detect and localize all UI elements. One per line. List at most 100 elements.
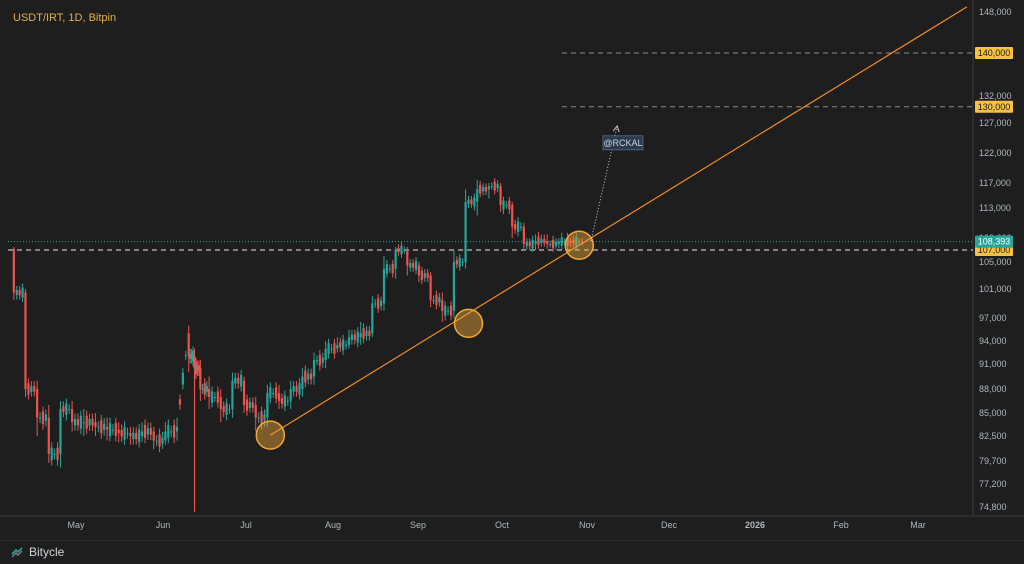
candle-body — [406, 250, 409, 266]
candle-body — [97, 426, 100, 428]
candle-body — [470, 199, 473, 204]
x-tick-label: Jul — [240, 520, 252, 530]
candle-body — [41, 411, 45, 425]
candle-body — [473, 197, 476, 207]
candle-body — [117, 429, 120, 434]
candle-body — [549, 244, 552, 245]
candle-body — [161, 437, 164, 444]
x-tick-label: Aug — [325, 520, 341, 530]
y-tick-label: 77,200 — [979, 479, 1007, 489]
candle-body — [449, 305, 453, 316]
y-tick-label: 105,000 — [979, 257, 1012, 267]
candle-body — [140, 431, 144, 436]
candle-body — [403, 250, 406, 251]
candle-body — [554, 241, 558, 247]
candle-body — [307, 373, 310, 380]
candle-body — [310, 373, 313, 380]
candle-body — [108, 423, 112, 436]
candle-body — [476, 189, 479, 202]
candle-body — [126, 433, 129, 435]
candle-body — [581, 241, 584, 243]
candle-body — [167, 424, 170, 438]
candle-body — [208, 389, 211, 397]
last-price-label: 108,393 — [978, 237, 1011, 247]
candle-body — [412, 263, 415, 268]
candle-body — [114, 423, 117, 436]
candle-body — [105, 426, 109, 430]
y-tick-label: 127,000 — [979, 118, 1012, 128]
candle-body — [525, 241, 528, 247]
y-tick-label: 148,000 — [979, 7, 1012, 17]
candle-body — [59, 409, 62, 454]
candlestick-chart[interactable]: 148,000 140,000 132,000 127,000 122,000 117,0… — [0, 0, 1024, 540]
candle-body — [508, 200, 511, 210]
candle-body — [38, 417, 42, 419]
candle-body — [569, 241, 572, 243]
bitycle-logo-icon — [11, 547, 23, 558]
chart-area[interactable]: 148,000 140,000 132,000 127,000 122,000 117,0… — [0, 0, 1024, 540]
candle-body — [135, 432, 138, 440]
candle-body — [240, 374, 243, 387]
candle-body — [263, 414, 266, 421]
candle-body — [103, 423, 106, 431]
candle-body — [228, 409, 231, 410]
candle-body — [426, 273, 429, 278]
candle-body — [175, 426, 179, 432]
x-tick-label: Dec — [661, 520, 678, 530]
candle-body — [394, 250, 397, 269]
candle-body — [420, 270, 423, 281]
candle-body — [292, 386, 295, 392]
candle-body — [578, 241, 581, 243]
candle-body — [528, 241, 531, 247]
candle-body — [193, 356, 196, 369]
candle-body — [65, 403, 68, 415]
candle-body — [327, 343, 330, 355]
candle-body — [356, 331, 359, 343]
candle-body — [324, 348, 327, 361]
candle-body — [458, 257, 461, 267]
candle-body — [266, 393, 269, 418]
candle-body — [85, 415, 88, 429]
plot-background — [0, 0, 1024, 540]
last-price-badge — [975, 235, 1013, 248]
candle-body — [423, 273, 426, 278]
candle-body — [362, 327, 365, 339]
candle-body — [191, 350, 195, 362]
projection-arrowhead — [612, 124, 620, 133]
candle-body — [123, 426, 126, 440]
candle-body — [432, 299, 435, 301]
y-tick-label: 122,000 — [979, 148, 1012, 158]
candle-body — [12, 248, 15, 293]
candle-body — [563, 241, 566, 243]
candle-body — [382, 268, 386, 304]
candle-body — [68, 409, 71, 410]
level-badge — [975, 100, 1013, 113]
candle-body — [435, 294, 438, 305]
candle-body — [181, 372, 184, 385]
candle-body — [203, 383, 206, 395]
candle-body — [50, 447, 53, 461]
candle-body — [260, 411, 263, 425]
candle-body — [189, 353, 192, 360]
candle-body — [155, 440, 158, 442]
y-tick-label: 79,700 — [979, 456, 1007, 466]
candle-body — [280, 398, 284, 404]
candle-body — [242, 380, 246, 405]
brand[interactable]: Bitycle — [10, 545, 64, 559]
candle-body — [551, 239, 555, 249]
candle-body — [213, 397, 217, 398]
symbol-title: USDT/IRT, 1D, Bitpin — [13, 12, 117, 24]
touch-point-highlight — [564, 230, 595, 260]
candle-body — [496, 183, 499, 189]
y-tick-label: 88,000 — [979, 384, 1007, 394]
candle-body — [269, 387, 272, 399]
candle-body — [371, 303, 374, 334]
candle-body — [82, 422, 85, 424]
candle-body — [170, 431, 173, 433]
candle-body — [487, 186, 491, 190]
candle-body — [79, 415, 82, 429]
candle-body — [201, 389, 204, 390]
candle-body — [572, 239, 575, 244]
candle-body — [257, 417, 260, 419]
candle-body — [27, 383, 30, 395]
